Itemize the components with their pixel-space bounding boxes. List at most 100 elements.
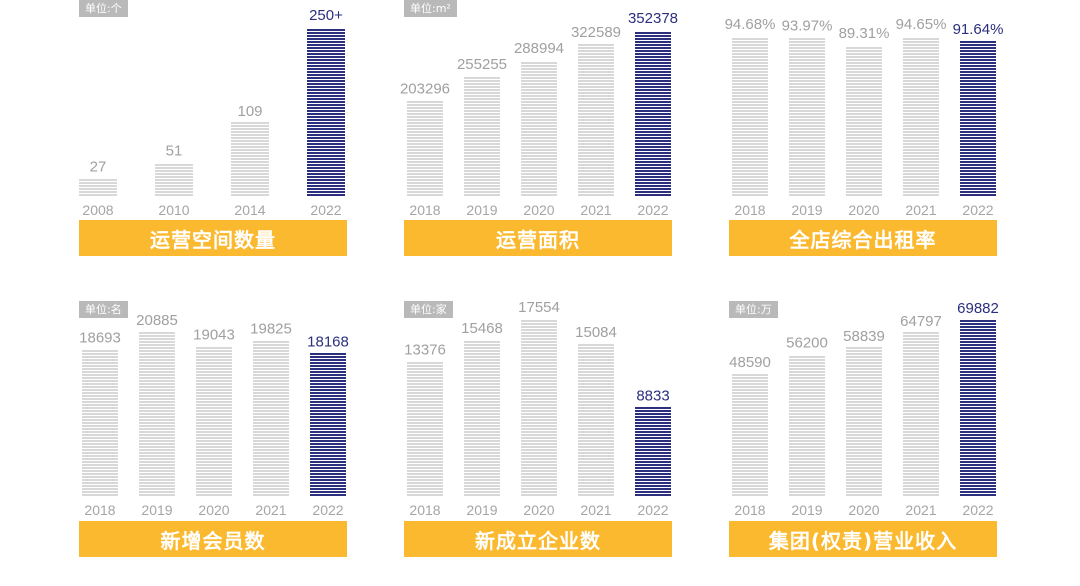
bar-2020	[196, 347, 232, 496]
value-label: 255255	[457, 56, 507, 73]
value-label: 64797	[900, 313, 942, 330]
chart-title-banner: 新增会员数	[79, 521, 347, 557]
value-label: 94.68%	[725, 16, 776, 33]
bar-2020	[521, 320, 557, 496]
x-tick-label: 2021	[905, 202, 936, 218]
value-label: 69882	[957, 300, 999, 317]
chart-panel-group-revenue: 48590 2018 56200 2019 58839 2020 64797 2021 6988…	[729, 300, 999, 586]
value-label: 89.31%	[839, 25, 890, 42]
value-label: 94.65%	[896, 16, 947, 33]
x-tick-label: 2022	[637, 502, 668, 518]
value-label: 15468	[461, 320, 503, 337]
x-tick-label: 2020	[848, 202, 879, 218]
x-tick-label: 2010	[158, 202, 189, 218]
bar-chart-operating-area: 203296 2018 255255 2019 288994 2020 322589 2021…	[400, 10, 678, 218]
bar-2019	[789, 38, 825, 196]
bar-2019	[139, 332, 175, 496]
bar-chart-occupancy-rate: 94.68% 2018 93.97% 2019 89.31% 2020 94.65% 2021…	[725, 16, 1004, 218]
chart-title-banner: 运营面积	[404, 220, 672, 256]
value-label: 27	[90, 159, 107, 176]
bar-2019	[789, 356, 825, 496]
unit-tag: 单位:个	[79, 0, 128, 17]
bar-2021	[903, 38, 939, 196]
value-label: 48590	[729, 354, 771, 371]
x-tick-label: 2021	[905, 502, 936, 518]
x-tick-label: 2008	[82, 202, 113, 218]
x-tick-label: 2020	[848, 502, 879, 518]
chart-panel-operating-area: 203296 2018 255255 2019 288994 2020 322589 2021…	[400, 0, 678, 285]
unit-tag: 单位:家	[404, 301, 453, 318]
chart-panel-new-companies: 13376 2018 15468 2019 17554 2020 15084 2021 8833…	[404, 299, 674, 586]
bar-2020	[846, 347, 882, 496]
x-tick-label: 2021	[580, 502, 611, 518]
x-tick-label: 2019	[791, 502, 822, 518]
x-tick-label: 2022	[962, 202, 993, 218]
x-tick-label: 2018	[409, 202, 440, 218]
value-label: 15084	[575, 324, 617, 341]
value-label: 13376	[404, 341, 446, 358]
bar-2021	[903, 332, 939, 496]
bar-2014	[231, 122, 269, 196]
bar-2021	[253, 341, 289, 496]
bar-2018	[407, 362, 443, 496]
bar-2022	[310, 353, 346, 496]
value-label: 17554	[518, 299, 560, 316]
bar-2021	[578, 344, 614, 496]
chart-panel-occupancy-rate: 94.68% 2018 93.97% 2019 89.31% 2020 94.65% 2021…	[725, 0, 1004, 285]
value-label: 51	[166, 142, 183, 159]
bar-2019	[464, 341, 500, 496]
chart-panel-new-members: 18693 2018 20885 2019 19043 2020 19825 2021 1816…	[79, 301, 349, 586]
x-tick-label: 2022	[312, 502, 343, 518]
bar-chart-group-revenue: 48590 2018 56200 2019 58839 2020 64797 2021 6988…	[729, 300, 999, 518]
bar-2019	[464, 77, 500, 196]
value-label: 203296	[400, 81, 450, 98]
bar-2018	[732, 374, 768, 496]
x-tick-label: 2019	[791, 202, 822, 218]
bar-2018	[732, 38, 768, 196]
x-tick-label: 2020	[198, 502, 229, 518]
x-tick-label: 2021	[255, 502, 286, 518]
bar-chart-new-companies: 13376 2018 15468 2019 17554 2020 15084 2021 8833…	[404, 299, 671, 518]
value-label: 93.97%	[782, 17, 833, 34]
x-tick-label: 2019	[141, 502, 172, 518]
bar-2010	[155, 164, 193, 196]
value-label: 109	[237, 103, 262, 120]
x-tick-label: 2018	[734, 202, 765, 218]
value-label: 250+	[309, 7, 343, 24]
bar-2018	[82, 350, 118, 496]
value-label: 8833	[636, 387, 669, 404]
x-tick-label: 2020	[523, 202, 554, 218]
value-label: 18693	[79, 329, 121, 346]
bar-2008	[79, 179, 117, 196]
x-tick-label: 2018	[84, 502, 115, 518]
bar-2022	[960, 41, 996, 196]
bar-2020	[846, 47, 882, 196]
unit-tag: 单位:万	[729, 301, 778, 318]
bar-chart-operating-spaces: 27 2008 51 2010 109 2014 250+ 2022	[79, 7, 345, 218]
x-tick-label: 2021	[580, 202, 611, 218]
x-tick-label: 2019	[466, 502, 497, 518]
bar-chart-new-members: 18693 2018 20885 2019 19043 2020 19825 2021 1816…	[79, 312, 349, 518]
value-label: 18168	[307, 333, 349, 350]
x-tick-label: 2022	[962, 502, 993, 518]
value-label: 58839	[843, 328, 885, 345]
x-tick-label: 2020	[523, 502, 554, 518]
value-label: 322589	[571, 24, 621, 41]
chart-title-banner: 新成立企业数	[404, 521, 672, 557]
x-tick-label: 2018	[409, 502, 440, 518]
chart-title-banner: 集团(权责)营业收入	[729, 521, 997, 557]
value-label: 288994	[514, 40, 564, 57]
chart-panel-operating-spaces: 27 2008 51 2010 109 2014 250+ 2022 单位:个 运营空间数量	[79, 0, 349, 285]
value-label: 20885	[136, 312, 178, 329]
value-label: 19825	[250, 320, 292, 337]
unit-tag: 单位:名	[79, 301, 128, 318]
bar-2018	[407, 101, 443, 196]
chart-title-banner: 全店综合出租率	[729, 220, 997, 256]
x-tick-label: 2019	[466, 202, 497, 218]
x-tick-label: 2018	[734, 502, 765, 518]
value-label: 19043	[193, 327, 235, 344]
bar-2022	[635, 407, 671, 496]
x-tick-label: 2022	[637, 202, 668, 218]
bar-2021	[578, 44, 614, 196]
unit-tag: 单位:m²	[404, 0, 457, 17]
